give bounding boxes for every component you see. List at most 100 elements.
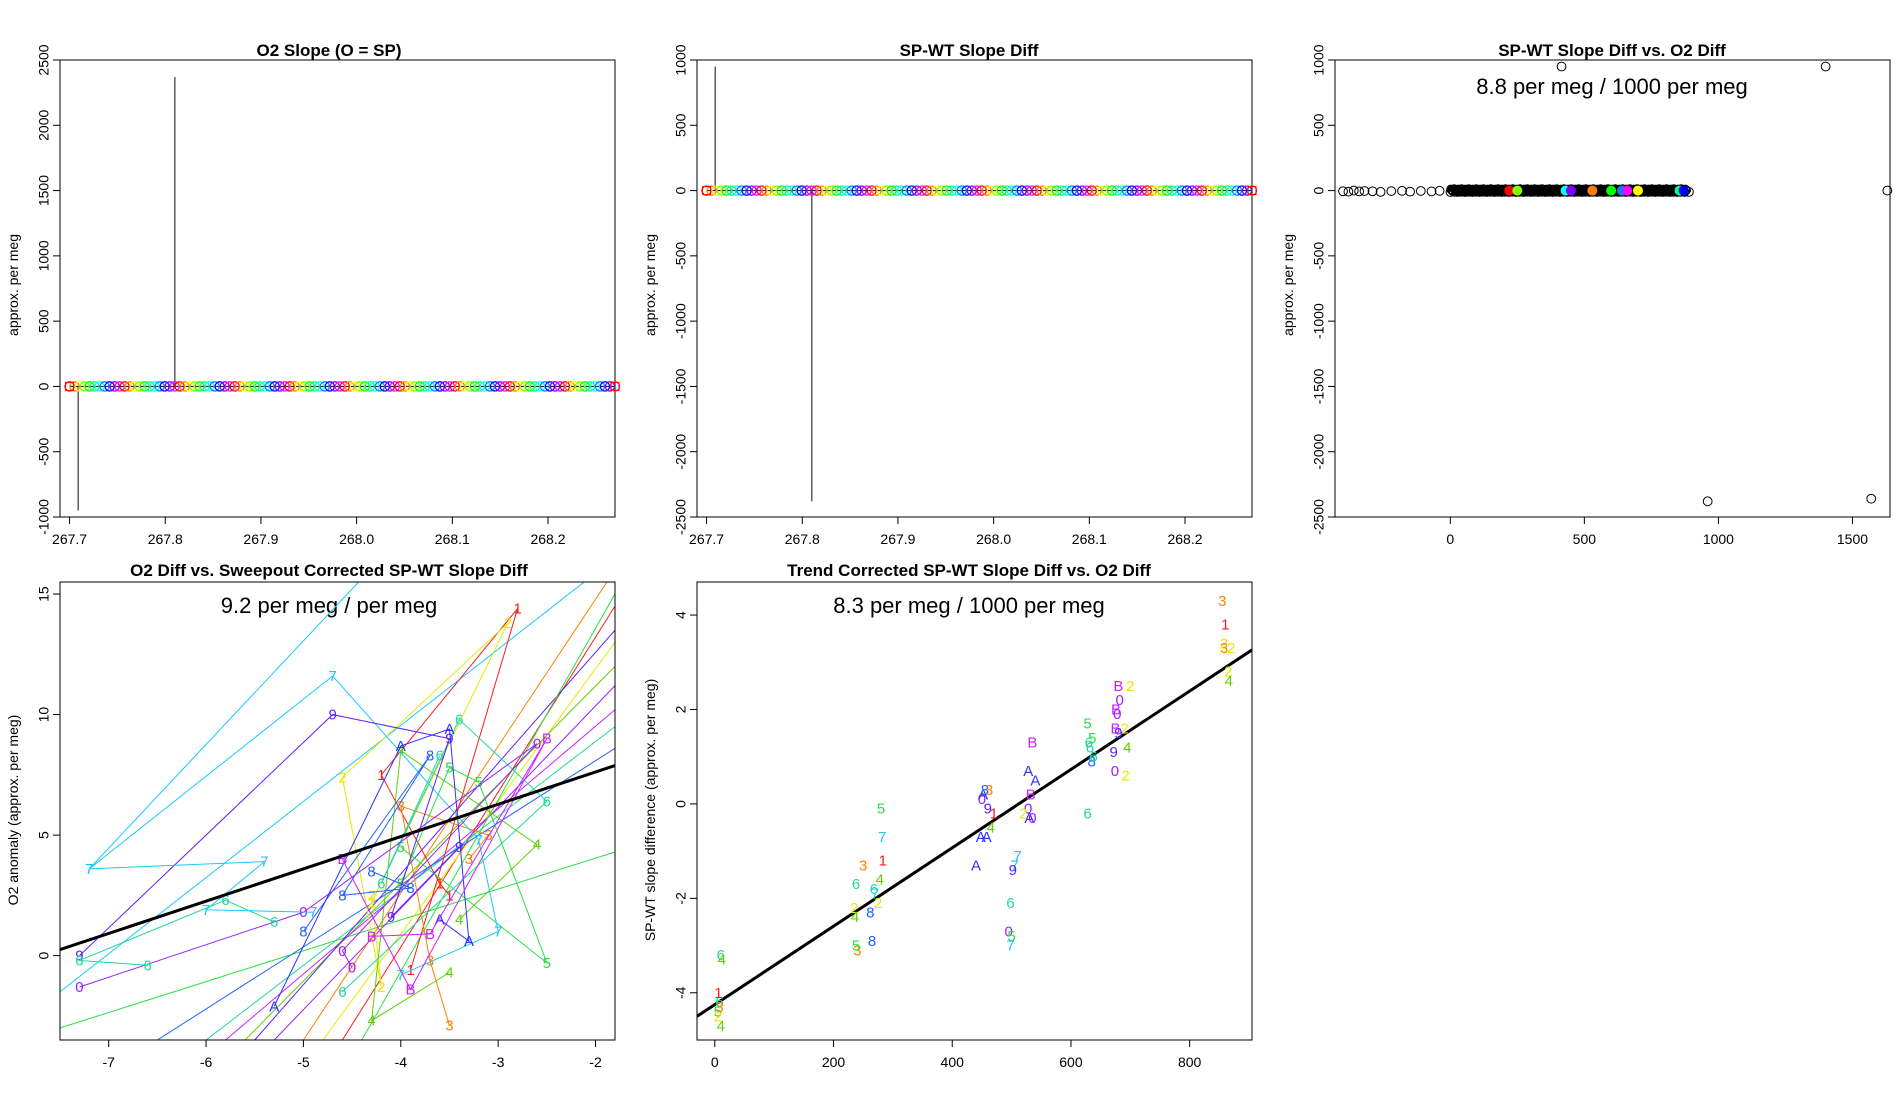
point-label: 3 <box>985 782 993 799</box>
point-label: B <box>1110 720 1120 737</box>
y-tick-label: 0 <box>1311 186 1327 194</box>
point-label: 7 <box>85 861 93 878</box>
point-label: 6 <box>455 711 463 728</box>
series-line <box>273 728 470 1007</box>
x-tick-label: 600 <box>1059 1054 1083 1070</box>
point-label: 0 <box>299 904 307 921</box>
y-tick-label: 5 <box>36 831 52 839</box>
data-point <box>1106 185 1118 196</box>
data-point <box>274 381 285 392</box>
y-axis-label: approx. per meg <box>5 234 21 336</box>
data-point <box>901 185 912 196</box>
data-point <box>1367 186 1378 197</box>
x-tick-label: 800 <box>1178 1054 1202 1070</box>
point-label: B <box>337 851 347 868</box>
series-line <box>400 766 548 965</box>
data-point <box>469 381 481 392</box>
data-point <box>459 381 471 392</box>
trend-line <box>244 666 615 1040</box>
data-point <box>971 185 983 196</box>
data-point <box>751 185 762 196</box>
data-point <box>1071 185 1083 196</box>
data-point <box>74 381 85 392</box>
y-tick-label: 1000 <box>1311 44 1327 75</box>
data-point <box>279 381 290 392</box>
panel-o2-slope: O2 Slope (O = SP) approx. per meg 267.7 2… <box>5 41 621 547</box>
data-point <box>1820 61 1831 72</box>
data-point <box>1121 185 1133 196</box>
plot-frame <box>1334 59 1891 518</box>
data-point <box>519 381 531 392</box>
series-line <box>370 749 538 1022</box>
point-label: 8 <box>1088 753 1096 770</box>
y-tick-label: -500 <box>1311 242 1327 270</box>
data-point <box>79 381 90 392</box>
point-label: 8 <box>406 880 414 897</box>
point-label: 0 <box>1024 801 1032 818</box>
point-label: 6 <box>870 881 878 898</box>
point-label: 8 <box>981 782 989 799</box>
y-tick-label: -1500 <box>1311 368 1327 404</box>
y-tick-label: -2000 <box>1311 434 1327 470</box>
point-label: B <box>542 731 552 748</box>
data-point <box>229 381 240 392</box>
x-tick-label: 267.7 <box>689 531 724 547</box>
point-label: B <box>1027 735 1037 752</box>
point-label: 2 <box>1120 720 1128 737</box>
data-point <box>199 381 210 392</box>
y-tick-label: 2500 <box>36 44 52 75</box>
y-axis-label: O2 anomaly (approx. per meg) <box>5 715 21 906</box>
data-point <box>304 381 316 392</box>
data-point <box>926 185 937 196</box>
data-point <box>1386 186 1397 196</box>
data-point <box>234 381 245 392</box>
data-point <box>1405 186 1415 197</box>
panel-trend-corrected: Trend Corrected SP-WT Slope Diff vs. O2 … <box>642 561 1253 1070</box>
point-label: A <box>976 829 986 846</box>
data-point <box>349 381 361 392</box>
data-point <box>1181 185 1193 196</box>
data-point <box>1348 185 1359 196</box>
data-point <box>419 381 431 392</box>
point-label: 6 <box>75 952 83 969</box>
point-label: 5 <box>397 839 405 856</box>
data-point <box>1246 185 1258 196</box>
data-point <box>946 185 958 196</box>
data-point <box>881 185 892 196</box>
data-point <box>1166 185 1178 196</box>
y-tick-label: -1500 <box>673 368 689 404</box>
data-point <box>951 185 963 196</box>
point-label: B <box>406 981 416 998</box>
data-point <box>329 381 341 392</box>
data-point <box>389 381 401 392</box>
data-point <box>1131 185 1143 196</box>
data-point <box>384 381 396 392</box>
data-point <box>906 185 917 196</box>
data-point <box>319 381 331 392</box>
point-label: B <box>1111 701 1121 718</box>
data-point <box>1076 185 1088 196</box>
point-label: 7 <box>202 902 210 919</box>
data-point <box>801 185 812 196</box>
plot-frame <box>59 581 616 1041</box>
x-tick-label: 1500 <box>1837 531 1868 547</box>
data-point <box>866 185 877 196</box>
x-tick-label: 268.1 <box>435 531 470 547</box>
data-point <box>851 185 862 196</box>
y-tick-label: 500 <box>36 309 52 333</box>
point-label: 0 <box>1115 692 1123 709</box>
data-point <box>716 185 727 196</box>
data-point <box>464 381 476 392</box>
point-label: 6 <box>1085 735 1093 752</box>
data-point <box>941 185 953 196</box>
data-point <box>104 381 115 392</box>
data-point <box>811 185 822 196</box>
highlight-point <box>1512 185 1523 196</box>
point-label: 0 <box>978 791 986 808</box>
point-label: A <box>435 911 445 928</box>
x-tick-label: -4 <box>395 1054 408 1070</box>
x-tick-label: 267.9 <box>243 531 278 547</box>
point-label: 6 <box>1083 805 1091 822</box>
data-point <box>1211 185 1223 196</box>
